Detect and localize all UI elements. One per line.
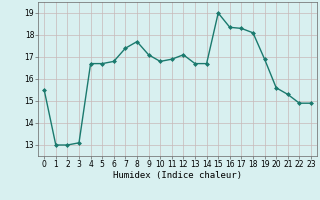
X-axis label: Humidex (Indice chaleur): Humidex (Indice chaleur) [113, 171, 242, 180]
